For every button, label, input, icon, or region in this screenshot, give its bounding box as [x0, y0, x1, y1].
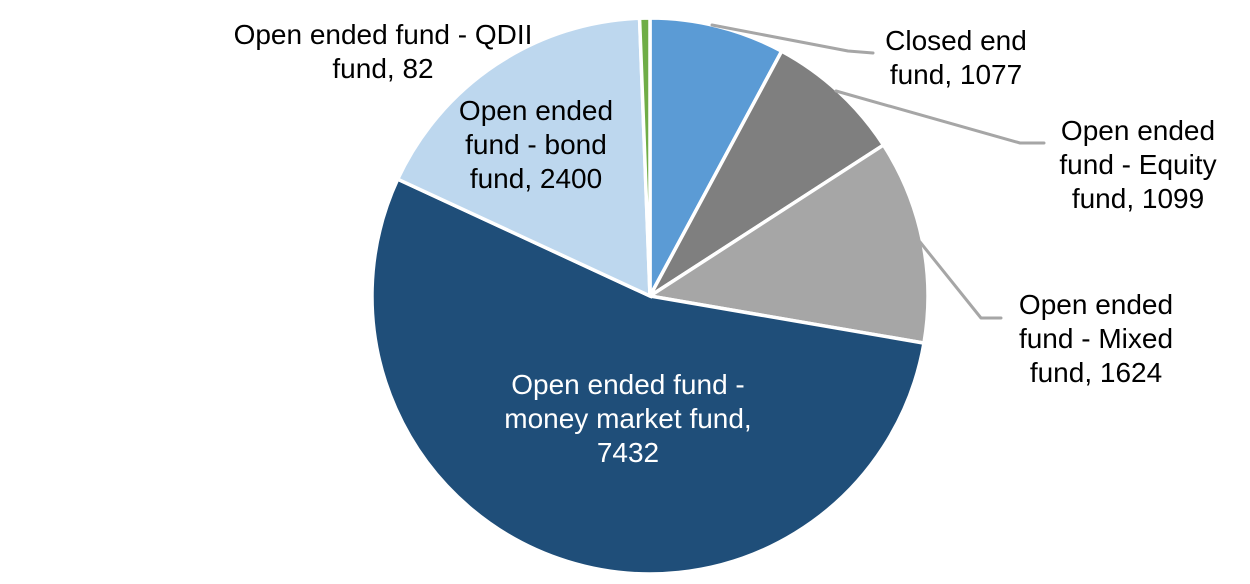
leader-line-equity-fund — [834, 89, 1046, 145]
slice-label-mixed-fund: Open ended fund - Mixed fund, 1624 — [1018, 289, 1174, 388]
slice-label-qdii-fund: Open ended fund - QDII fund, 82 — [233, 19, 533, 84]
slice-label-closed-end-fund: Closed end fund, 1077 — [885, 25, 1027, 90]
pie-slice-mixed-fund — [645, 142, 930, 346]
slice-label-bond-fund: Open ended fund - bond fund, 2400 — [458, 95, 614, 194]
pie-slice-bond-fund — [395, 16, 652, 299]
pie-slice-qdii-fund — [637, 16, 652, 297]
pie-slice-money-market-fund — [370, 176, 927, 576]
leader-line-mixed-fund — [918, 240, 1003, 320]
slice-label-equity-fund: Open ended fund - Equity fund, 1099 — [1059, 115, 1217, 214]
slice-label-money-market-fund: Open ended fund - money market fund, 743… — [504, 369, 752, 468]
leader-lines — [710, 23, 1046, 320]
leader-line-closed-end-fund — [710, 23, 875, 55]
